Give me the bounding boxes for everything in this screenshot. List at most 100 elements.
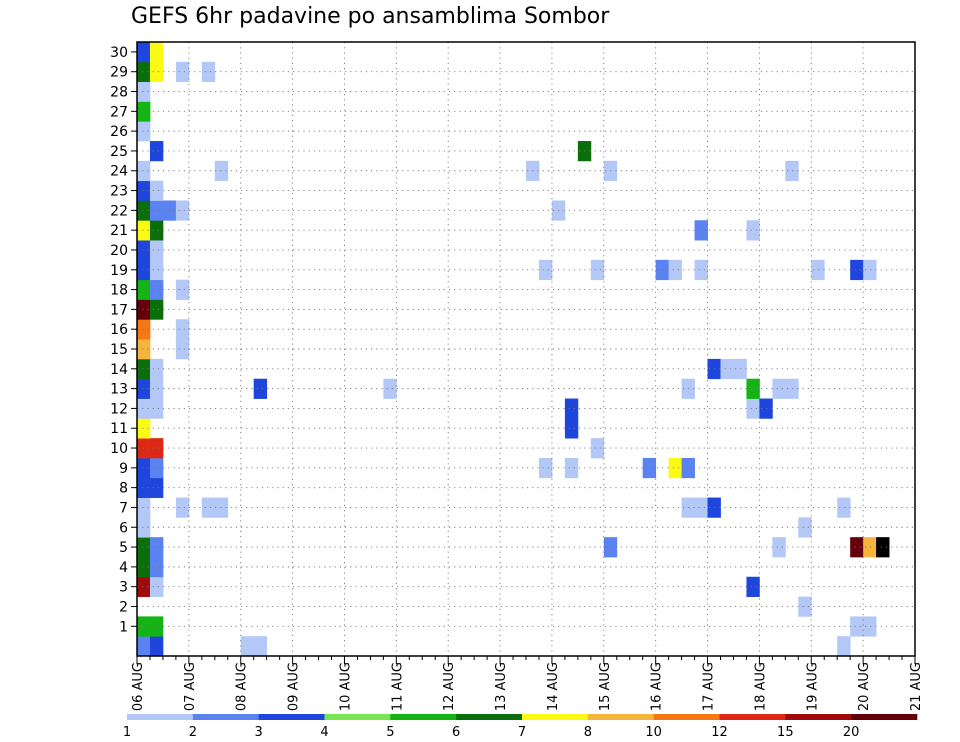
y-tick-label: 21 <box>110 223 128 239</box>
legend-label: 5 <box>386 725 394 740</box>
precip-cell <box>214 497 229 518</box>
x-tick-label: 17 AUG <box>702 662 717 711</box>
precip-cell <box>137 398 151 419</box>
precip-cell <box>149 299 164 320</box>
y-tick-label: 10 <box>110 441 128 457</box>
color-legend: 1 2 3 4 5 6 7 8 10 12 15 20 <box>123 714 918 740</box>
y-tick-label: 6 <box>119 520 128 536</box>
precip-cell <box>175 319 190 340</box>
precip-cell <box>564 398 579 419</box>
precip-cell <box>137 279 151 300</box>
x-tick-label: 21 AUG <box>909 662 924 711</box>
data-cells <box>137 42 890 657</box>
precip-cell <box>149 576 164 597</box>
x-tick-label: 18 AUG <box>753 662 768 711</box>
x-tick-label: 20 AUG <box>857 662 872 711</box>
precip-cell <box>137 537 151 558</box>
precip-cell <box>149 220 164 241</box>
precip-cell <box>720 358 734 380</box>
precip-cell <box>149 240 164 261</box>
x-tick-label: 10 AUG <box>338 662 353 711</box>
precip-cell <box>149 556 164 578</box>
precip-cell <box>785 160 799 182</box>
precip-cell <box>850 616 864 637</box>
legend-label: 2 <box>189 725 197 740</box>
legend-swatch <box>390 714 457 720</box>
x-tick-label: 12 AUG <box>442 662 457 711</box>
precip-cell <box>137 556 151 578</box>
y-tick-label: 18 <box>110 283 128 299</box>
precip-cell <box>201 497 216 518</box>
y-tick-label: 16 <box>110 322 128 338</box>
chart-title: GEFS 6hr padavine po ansamblima Sombor <box>131 4 610 29</box>
precip-cell <box>137 477 151 498</box>
precip-cell <box>538 259 553 281</box>
precip-cell <box>175 200 190 221</box>
y-tick-label: 7 <box>119 500 128 516</box>
precip-cell <box>162 200 177 221</box>
x-tick-label: 19 AUG <box>805 662 820 711</box>
precip-cell <box>149 457 164 479</box>
precip-cell <box>590 259 605 281</box>
x-tick-label: 14 AUG <box>546 662 561 711</box>
legend-swatch <box>851 714 918 720</box>
precip-cell <box>694 220 708 241</box>
precip-cell <box>538 457 553 479</box>
legend-swatch <box>785 714 852 720</box>
precip-cell <box>137 517 151 538</box>
precip-cell <box>137 438 151 459</box>
y-axis: 1234567891011121314151617181920212223242… <box>110 45 137 635</box>
x-tick-label: 15 AUG <box>598 662 613 711</box>
precip-cell <box>694 259 708 281</box>
y-tick-label: 23 <box>110 184 128 200</box>
legend-swatch <box>456 714 523 720</box>
precip-cell <box>149 259 164 281</box>
precip-cell <box>175 497 190 518</box>
precip-cell <box>149 279 164 300</box>
precip-cell <box>137 240 151 261</box>
precip-cell <box>137 616 151 637</box>
x-tick-label: 09 AUG <box>287 662 302 711</box>
legend-swatch <box>653 714 720 720</box>
y-tick-label: 9 <box>119 461 128 477</box>
precip-cell <box>214 160 229 182</box>
x-tick-label: 11 AUG <box>390 662 405 711</box>
y-tick-label: 20 <box>110 243 128 259</box>
y-tick-label: 2 <box>119 599 128 615</box>
precip-cell <box>850 537 864 558</box>
precip-cell <box>863 259 877 281</box>
legend-swatch <box>258 714 325 720</box>
precip-cell <box>149 438 164 459</box>
y-tick-label: 22 <box>110 203 128 219</box>
precip-cell <box>149 537 164 558</box>
precip-cell <box>149 636 164 657</box>
precip-cell <box>149 358 164 380</box>
legend-swatch <box>587 714 654 720</box>
legend-label: 7 <box>518 725 526 740</box>
precip-cell <box>137 101 151 122</box>
precip-cell <box>733 358 747 380</box>
y-tick-label: 14 <box>110 362 128 378</box>
precip-cell <box>863 537 877 558</box>
legend-label: 12 <box>711 725 728 740</box>
y-tick-label: 25 <box>110 144 128 160</box>
y-tick-label: 1 <box>119 619 128 635</box>
x-tick-label: 13 AUG <box>494 662 509 711</box>
precip-cell <box>149 398 164 419</box>
legend-swatch <box>719 714 786 720</box>
precip-cell <box>137 220 151 241</box>
y-tick-label: 11 <box>110 421 128 437</box>
legend-label: 1 <box>123 725 131 740</box>
precip-cell <box>253 636 268 657</box>
y-tick-label: 30 <box>110 45 128 61</box>
y-tick-label: 4 <box>119 560 128 576</box>
y-tick-label: 28 <box>110 85 128 101</box>
precip-cell <box>564 418 579 439</box>
precip-cell <box>772 378 786 399</box>
x-tick-label: 16 AUG <box>650 662 665 711</box>
precip-cell <box>564 457 579 479</box>
y-tick-label: 13 <box>110 382 128 398</box>
y-tick-label: 5 <box>119 540 128 556</box>
precip-cell <box>137 636 151 657</box>
x-tick-label: 07 AUG <box>183 662 198 711</box>
